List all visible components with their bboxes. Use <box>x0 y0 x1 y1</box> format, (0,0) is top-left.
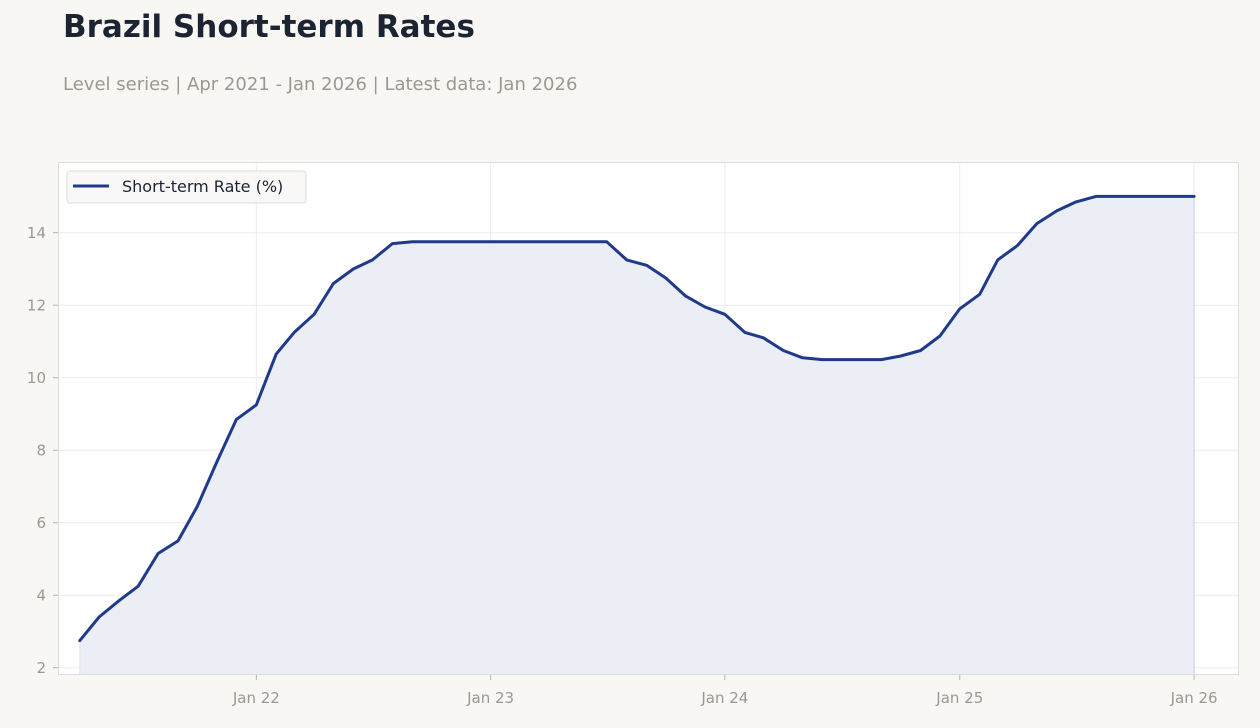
plot-frame <box>58 162 1239 675</box>
y-tick-label: 6 <box>36 514 46 532</box>
legend-label: Short-term Rate (%) <box>122 177 283 196</box>
y-tick-label: 10 <box>27 369 46 387</box>
series-line <box>78 194 1196 643</box>
series-area <box>79 196 1195 675</box>
page-title: Brazil Short-term Rates <box>63 9 475 45</box>
x-tick-label: Jan 24 <box>700 689 748 707</box>
legend-box <box>66 170 307 204</box>
x-tick-label: Jan 25 <box>935 689 983 707</box>
x-tick-label: Jan 26 <box>1170 689 1218 707</box>
y-tick-label: 14 <box>27 224 46 242</box>
y-tick-label: 2 <box>36 659 46 677</box>
x-tick-label: Jan 22 <box>232 689 280 707</box>
page-subtitle: Level series | Apr 2021 - Jan 2026 | Lat… <box>63 74 578 95</box>
legend: Short-term Rate (%) <box>66 170 307 204</box>
y-tick-label: 12 <box>27 297 46 315</box>
y-tick-label: 4 <box>36 587 46 605</box>
x-tick-label: Jan 23 <box>466 689 514 707</box>
y-tick-label: 8 <box>36 442 46 460</box>
